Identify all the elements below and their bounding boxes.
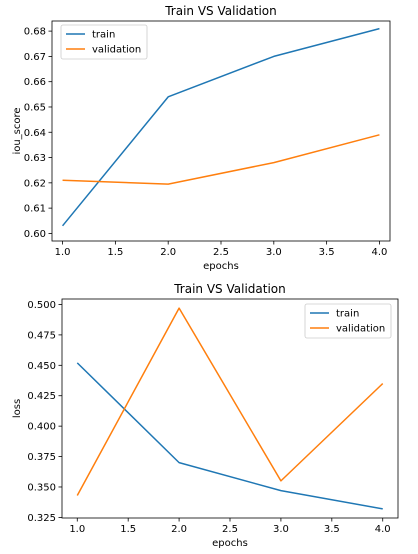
y-tick-label: 0.375 — [27, 452, 56, 463]
legend: train validation — [304, 303, 392, 339]
y-tick-label: 0.425 — [27, 391, 56, 402]
x-tick-label: 1.0 — [55, 247, 71, 258]
y-axis-label: loss — [12, 399, 23, 418]
y-tick-label: 0.61 — [24, 204, 46, 215]
y-tick-label: 0.68 — [24, 27, 46, 38]
plot-frame — [51, 20, 391, 242]
series-line-validation — [62, 134, 380, 185]
x-tick-label: 1.0 — [69, 524, 85, 535]
x-tick-label: 4.0 — [371, 247, 387, 258]
y-tick-label: 0.450 — [27, 361, 56, 372]
y-tick-label: 0.63 — [24, 153, 46, 164]
x-tick-label: 2.0 — [171, 524, 187, 535]
series-line-validation — [76, 307, 384, 496]
x-tick-label: 2.5 — [213, 247, 229, 258]
y-tick-label: 0.65 — [24, 102, 46, 113]
x-tick-label: 3.5 — [319, 247, 335, 258]
loss-chart: Train VS Validation 1.0 1.5 2.0 2.5 3.0 3.5 4.0… — [12, 282, 399, 549]
y-tick-label: 0.475 — [27, 330, 56, 341]
legend-label: train — [336, 309, 359, 320]
plot-frame — [61, 298, 399, 519]
x-tick-label: 4.0 — [375, 524, 391, 535]
chart-title: Train VS Validation — [164, 4, 277, 18]
y-tick-label: 0.67 — [24, 52, 46, 63]
y-tick-label: 0.64 — [24, 128, 46, 139]
x-tick-label: 3.5 — [324, 524, 340, 535]
chart-title: Train VS Validation — [173, 282, 286, 296]
iou-chart: Train VS Validation 1.0 1.5 2.0 2.5 3.0 3.5 4.0… — [12, 4, 391, 272]
series-line-train — [76, 362, 383, 510]
legend: train validation — [60, 24, 148, 60]
legend-label: train — [92, 30, 115, 41]
y-tick-label: 0.60 — [24, 229, 46, 240]
y-tick-label: 0.62 — [24, 178, 46, 189]
x-tick-label: 2.5 — [222, 524, 238, 535]
x-axis-label: epochs — [203, 261, 239, 272]
y-tick-label: 0.350 — [27, 482, 56, 493]
x-tick-label: 1.5 — [120, 524, 136, 535]
x-axis-label: epochs — [212, 538, 248, 549]
y-tick-label: 0.400 — [27, 422, 56, 433]
y-tick-label: 0.325 — [27, 513, 56, 524]
x-tick-label: 1.5 — [107, 247, 123, 258]
y-tick-label: 0.500 — [27, 300, 56, 311]
series-line-train — [61, 27, 380, 227]
legend-label: validation — [92, 45, 141, 56]
y-tick-label: 0.66 — [24, 77, 46, 88]
legend-label: validation — [336, 324, 385, 335]
x-tick-label: 2.0 — [160, 247, 176, 258]
x-tick-label: 3.0 — [273, 524, 289, 535]
y-axis-label: iou_score — [12, 107, 23, 154]
x-tick-label: 3.0 — [266, 247, 282, 258]
